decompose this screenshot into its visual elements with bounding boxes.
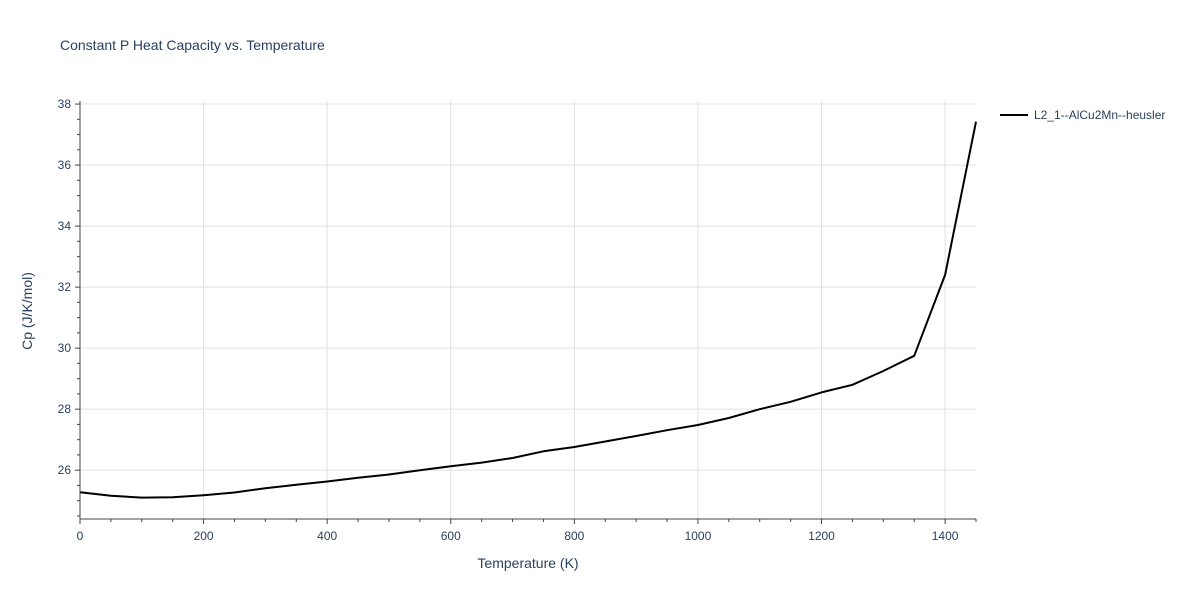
y-tick-label: 38 xyxy=(58,97,72,111)
axes xyxy=(75,101,977,524)
x-tick-label: 1400 xyxy=(932,529,959,543)
x-tick-label: 1000 xyxy=(685,529,712,543)
y-axis-label: Cp (J/K/mol) xyxy=(19,272,35,350)
tick-labels: 0 200 400 600 800 1000 1200 1400 26 28 30 32 34 36 38 xyxy=(58,97,959,543)
x-tick-label: 600 xyxy=(441,529,461,543)
y-tick-label: 26 xyxy=(58,463,72,477)
legend-label: L2_1--AlCu2Mn--heusler xyxy=(1034,108,1165,122)
y-tick-label: 36 xyxy=(58,158,72,172)
x-axis-label: Temperature (K) xyxy=(477,555,578,571)
y-tick-label: 28 xyxy=(58,402,72,416)
series-lines xyxy=(79,121,977,499)
y-tick-label: 34 xyxy=(58,219,72,233)
y-tick-label: 32 xyxy=(58,280,72,294)
x-tick-label: 0 xyxy=(77,529,84,543)
y-tick-label: 30 xyxy=(58,341,72,355)
x-tick-label: 200 xyxy=(194,529,214,543)
chart-title: Constant P Heat Capacity vs. Temperature xyxy=(60,37,325,53)
x-tick-label: 800 xyxy=(564,529,584,543)
grid-lines xyxy=(80,101,976,519)
series-line-0[interactable] xyxy=(79,121,977,499)
x-tick-label: 400 xyxy=(317,529,337,543)
x-tick-label: 1200 xyxy=(808,529,835,543)
legend[interactable]: L2_1--AlCu2Mn--heusler xyxy=(1000,108,1165,122)
